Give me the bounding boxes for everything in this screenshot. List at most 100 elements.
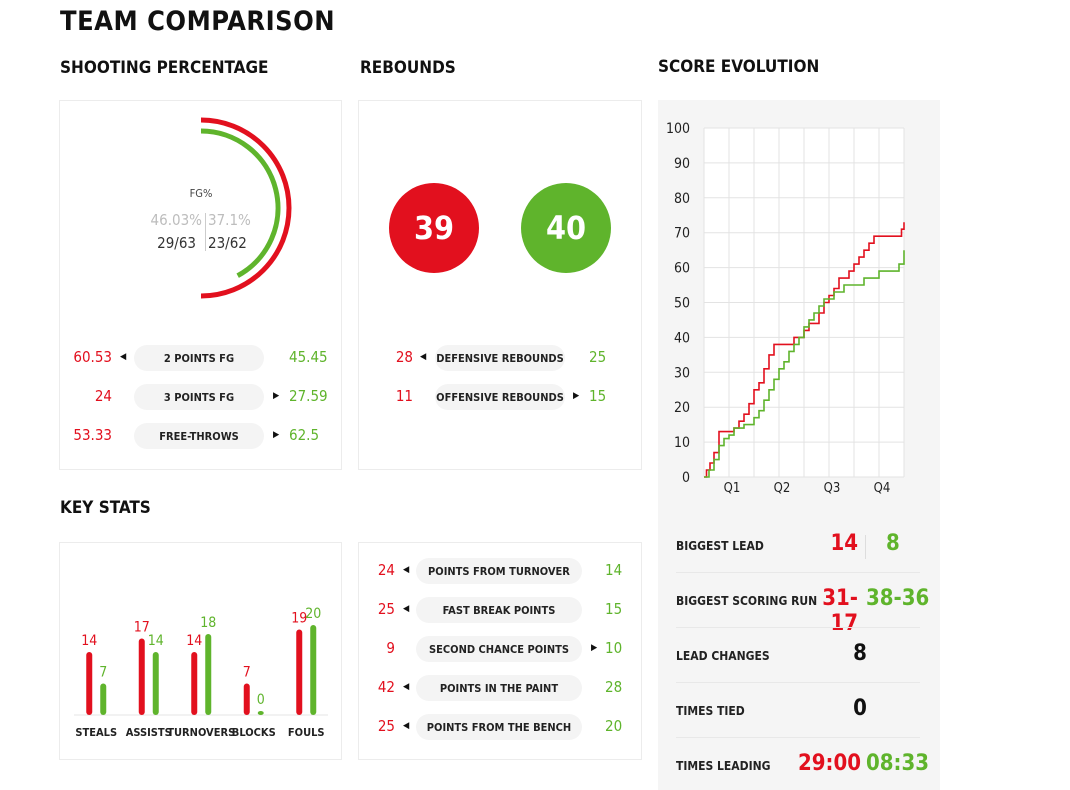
shooting-header: SHOOTING PERCENTAGE — [60, 58, 269, 78]
row-home-value: 28 — [395, 348, 413, 366]
bar-value-label: 14 — [186, 633, 202, 649]
x-tick-label: Q1 — [724, 481, 741, 496]
row-away-value: 10 — [605, 639, 623, 657]
row-label: OFFENSIVE REBOUNDS — [435, 384, 565, 410]
bar-value-label: 14 — [148, 633, 164, 649]
evolution-stat-label: BIGGEST LEAD — [676, 539, 764, 553]
bar-value-label: 18 — [200, 615, 216, 631]
evolution-home-value: 14 — [830, 531, 858, 556]
row-separator — [676, 572, 920, 573]
evolution-stat-row: BIGGEST SCORING RUN 31-17 38-36 — [658, 580, 940, 636]
evolution-stat-value: 8 — [853, 641, 867, 666]
y-tick-label: 0 — [682, 470, 690, 486]
score-evolution-header: SCORE EVOLUTION — [658, 57, 820, 77]
comparison-row: 25 POINTS FROM THE BENCH ◀ 20 — [359, 714, 641, 740]
row-label: FREE-THROWS — [134, 423, 264, 449]
bar-value-label: 17 — [134, 620, 150, 636]
evolution-stat-row: LEAD CHANGES 8 — [658, 635, 940, 683]
arrow-right-icon: ▶ — [273, 430, 280, 440]
home-bar — [138, 638, 145, 715]
comparison-row: 9 SECOND CHANCE POINTS ▶ 10 — [359, 636, 641, 662]
fg-home-made: 29/63 — [157, 234, 196, 252]
comparison-row: 24 3 POINTS FG ▶ 27.59 — [60, 384, 341, 410]
row-home-value: 25 — [377, 600, 395, 618]
page-title: TEAM COMPARISON — [60, 6, 336, 37]
evolution-stat-row: TIMES TIED 0 — [658, 690, 940, 738]
row-home-value: 9 — [386, 639, 395, 657]
bar-category-label: STEALS — [75, 726, 117, 739]
evolution-away-value: 08:33 — [866, 751, 930, 776]
evolution-home-value: 29:00 — [798, 751, 862, 776]
row-home-value: 11 — [395, 387, 413, 405]
key-stats-bar-chart: 147STEALS1714ASSISTS1418TURNOVERS70BLOCK… — [74, 606, 328, 739]
home-bar — [243, 683, 250, 715]
row-home-value: 25 — [377, 717, 395, 735]
arrow-right-icon: ▶ — [573, 391, 580, 401]
fg-away-pct: 37.1% — [208, 211, 251, 229]
arrow-right-icon: ▶ — [591, 643, 598, 653]
comparison-row: 25 FAST BREAK POINTS ◀ 15 — [359, 597, 641, 623]
row-away-value: 25 — [589, 348, 607, 366]
y-tick-label: 100 — [666, 121, 690, 137]
x-tick-label: Q4 — [874, 481, 891, 496]
comparison-row: 11 OFFENSIVE REBOUNDS ▶ 15 — [359, 384, 641, 410]
bar-value-label: 20 — [305, 606, 321, 622]
x-tick-label: Q2 — [774, 481, 791, 496]
away-bar — [152, 652, 159, 715]
row-away-value: 15 — [605, 600, 623, 618]
row-label: DEFENSIVE REBOUNDS — [435, 345, 565, 371]
arrow-left-icon: ◀ — [403, 682, 410, 692]
key-stats-bars-card: 14 7 STEALS 17 14 ASSISTS 14 18 TURNOVERS 7 0 BLOCK… — [59, 542, 342, 760]
row-away-value: 14 — [605, 561, 623, 579]
bar-category-label: FOULS — [288, 726, 325, 739]
row-away-value: 45.45 — [289, 348, 328, 366]
arrow-left-icon: ◀ — [403, 565, 410, 575]
arrow-left-icon: ◀ — [403, 721, 410, 731]
row-away-value: 20 — [605, 717, 623, 735]
away-bar — [257, 711, 264, 715]
evolution-stat-value: 0 — [853, 696, 867, 721]
evolution-stat-label: TIMES LEADING — [676, 759, 771, 773]
away-score-line — [704, 250, 905, 478]
row-home-value: 24 — [94, 387, 112, 405]
y-tick-label: 70 — [674, 226, 690, 242]
row-home-value: 42 — [377, 678, 395, 696]
y-tick-label: 10 — [674, 435, 690, 451]
row-separator — [676, 737, 920, 738]
evolution-stat-label: TIMES TIED — [676, 704, 745, 718]
away-bar — [100, 683, 107, 715]
y-tick-label: 20 — [674, 400, 690, 416]
row-label: POINTS IN THE PAINT — [416, 675, 582, 701]
row-away-value: 62.5 — [289, 426, 320, 444]
comparison-row: 53.33 FREE-THROWS ▶ 62.5 — [60, 423, 341, 449]
row-label: SECOND CHANCE POINTS — [416, 636, 582, 662]
y-tick-label: 60 — [674, 261, 690, 277]
home-bar — [191, 652, 198, 715]
away-rebounds-circle: 40 — [521, 183, 611, 273]
key-stats-header: KEY STATS — [60, 498, 151, 518]
row-away-value: 27.59 — [289, 387, 328, 405]
x-tick-label: Q3 — [824, 481, 841, 496]
row-home-value: 60.53 — [73, 348, 112, 366]
row-label: 2 POINTS FG — [134, 345, 264, 371]
comparison-row: 60.53 2 POINTS FG ◀ 45.45 — [60, 345, 341, 371]
comparison-row: 24 POINTS FROM TURNOVER ◀ 14 — [359, 558, 641, 584]
row-label: FAST BREAK POINTS — [416, 597, 582, 623]
row-label: POINTS FROM TURNOVER — [416, 558, 582, 584]
away-bar — [310, 625, 317, 715]
comparison-row: 42 POINTS IN THE PAINT ◀ 28 — [359, 675, 641, 701]
bar-value-label: 0 — [257, 692, 265, 708]
y-tick-label: 50 — [674, 296, 690, 312]
fg-divider — [205, 213, 206, 251]
comparison-row: 28 DEFENSIVE REBOUNDS ◀ 25 — [359, 345, 641, 371]
y-tick-label: 30 — [674, 365, 690, 381]
bar-value-label: 7 — [99, 665, 107, 681]
row-separator — [676, 682, 920, 683]
bar-value-label: 7 — [243, 665, 251, 681]
home-rebounds-circle: 39 — [389, 183, 479, 273]
evolution-stat-label: LEAD CHANGES — [676, 649, 770, 663]
evolution-home-value: 31-17 — [822, 586, 858, 636]
rebounds-card: 39 40 28 DEFENSIVE REBOUNDS ◀ 25 11 OFFENSIVE… — [358, 100, 642, 470]
row-label: POINTS FROM THE BENCH — [416, 714, 582, 740]
bar-category-label: ASSISTS — [126, 726, 172, 739]
